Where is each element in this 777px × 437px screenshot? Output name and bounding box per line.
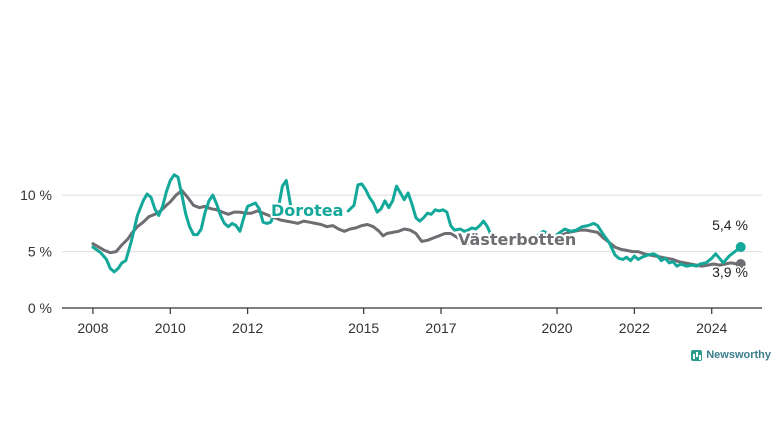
x-tick-label: 2020 xyxy=(541,320,572,336)
y-tick-label: 10 % xyxy=(20,187,52,203)
x-tick-label: 2008 xyxy=(77,320,108,336)
newsworthy-logo: Newsworthy xyxy=(691,349,771,361)
x-tick-label: 2012 xyxy=(232,320,263,336)
x-axis: 2008 2010 2012 2015 2017 2020 2022 2024 xyxy=(62,307,762,336)
x-tick-label: 2010 xyxy=(155,320,186,336)
series-end-point xyxy=(735,258,746,269)
series-end-label: 3,9 % xyxy=(712,264,748,280)
brand-name: Newsworthy xyxy=(706,349,771,361)
series-end-label: 5,4 % xyxy=(712,217,748,233)
series-name-label: Dorotea xyxy=(271,201,343,220)
x-tick-label: 2024 xyxy=(696,320,727,336)
series-lines xyxy=(91,173,746,274)
series-end-point xyxy=(735,242,746,253)
gridlines xyxy=(62,194,762,253)
series-labels: Dorotea Västerbotten 5,4 % 3,9 % xyxy=(269,199,749,282)
bar-chart-icon xyxy=(691,349,703,361)
x-tick-label: 2015 xyxy=(348,320,379,336)
x-tick-label: 2022 xyxy=(619,320,650,336)
series-line-dorotea xyxy=(91,173,743,274)
x-tick-label: 2017 xyxy=(425,320,456,336)
y-tick-label: 0 % xyxy=(28,300,52,316)
y-tick-label: 5 % xyxy=(28,244,52,260)
series-name-label: Västerbotten xyxy=(458,230,576,249)
y-axis-ticks: 0 % 5 % 10 % xyxy=(20,187,52,316)
